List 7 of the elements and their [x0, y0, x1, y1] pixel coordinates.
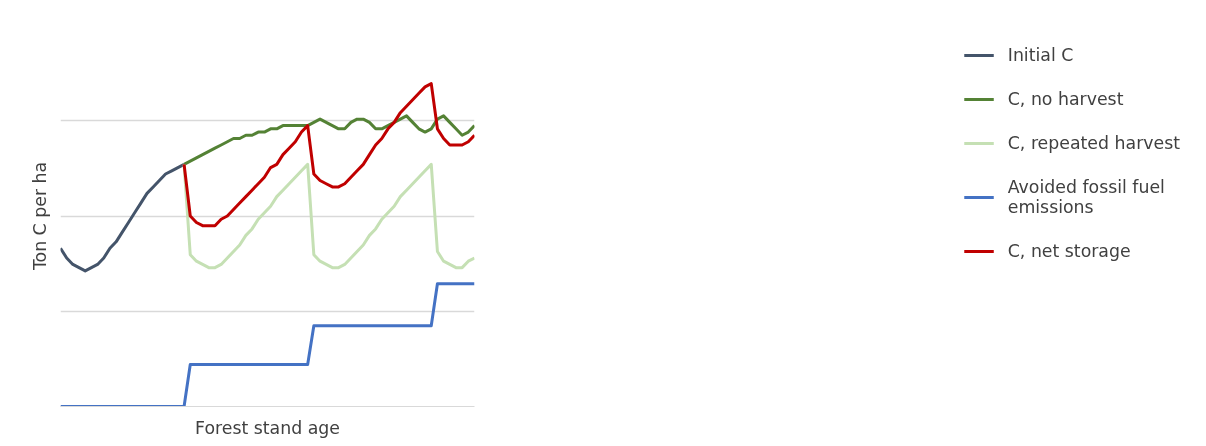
legend-label: C, no harvest	[1007, 89, 1124, 109]
legend-label: C, repeated harvest	[1007, 133, 1180, 153]
legend-label: Avoided fossil fuel emissions	[1007, 177, 1165, 217]
x-axis-title: Forest stand age	[195, 417, 340, 438]
y-axis-title: Ton C per ha	[29, 161, 50, 272]
legend-label: C, net storage	[1007, 241, 1131, 261]
legend-label: Initial C	[1007, 45, 1074, 65]
